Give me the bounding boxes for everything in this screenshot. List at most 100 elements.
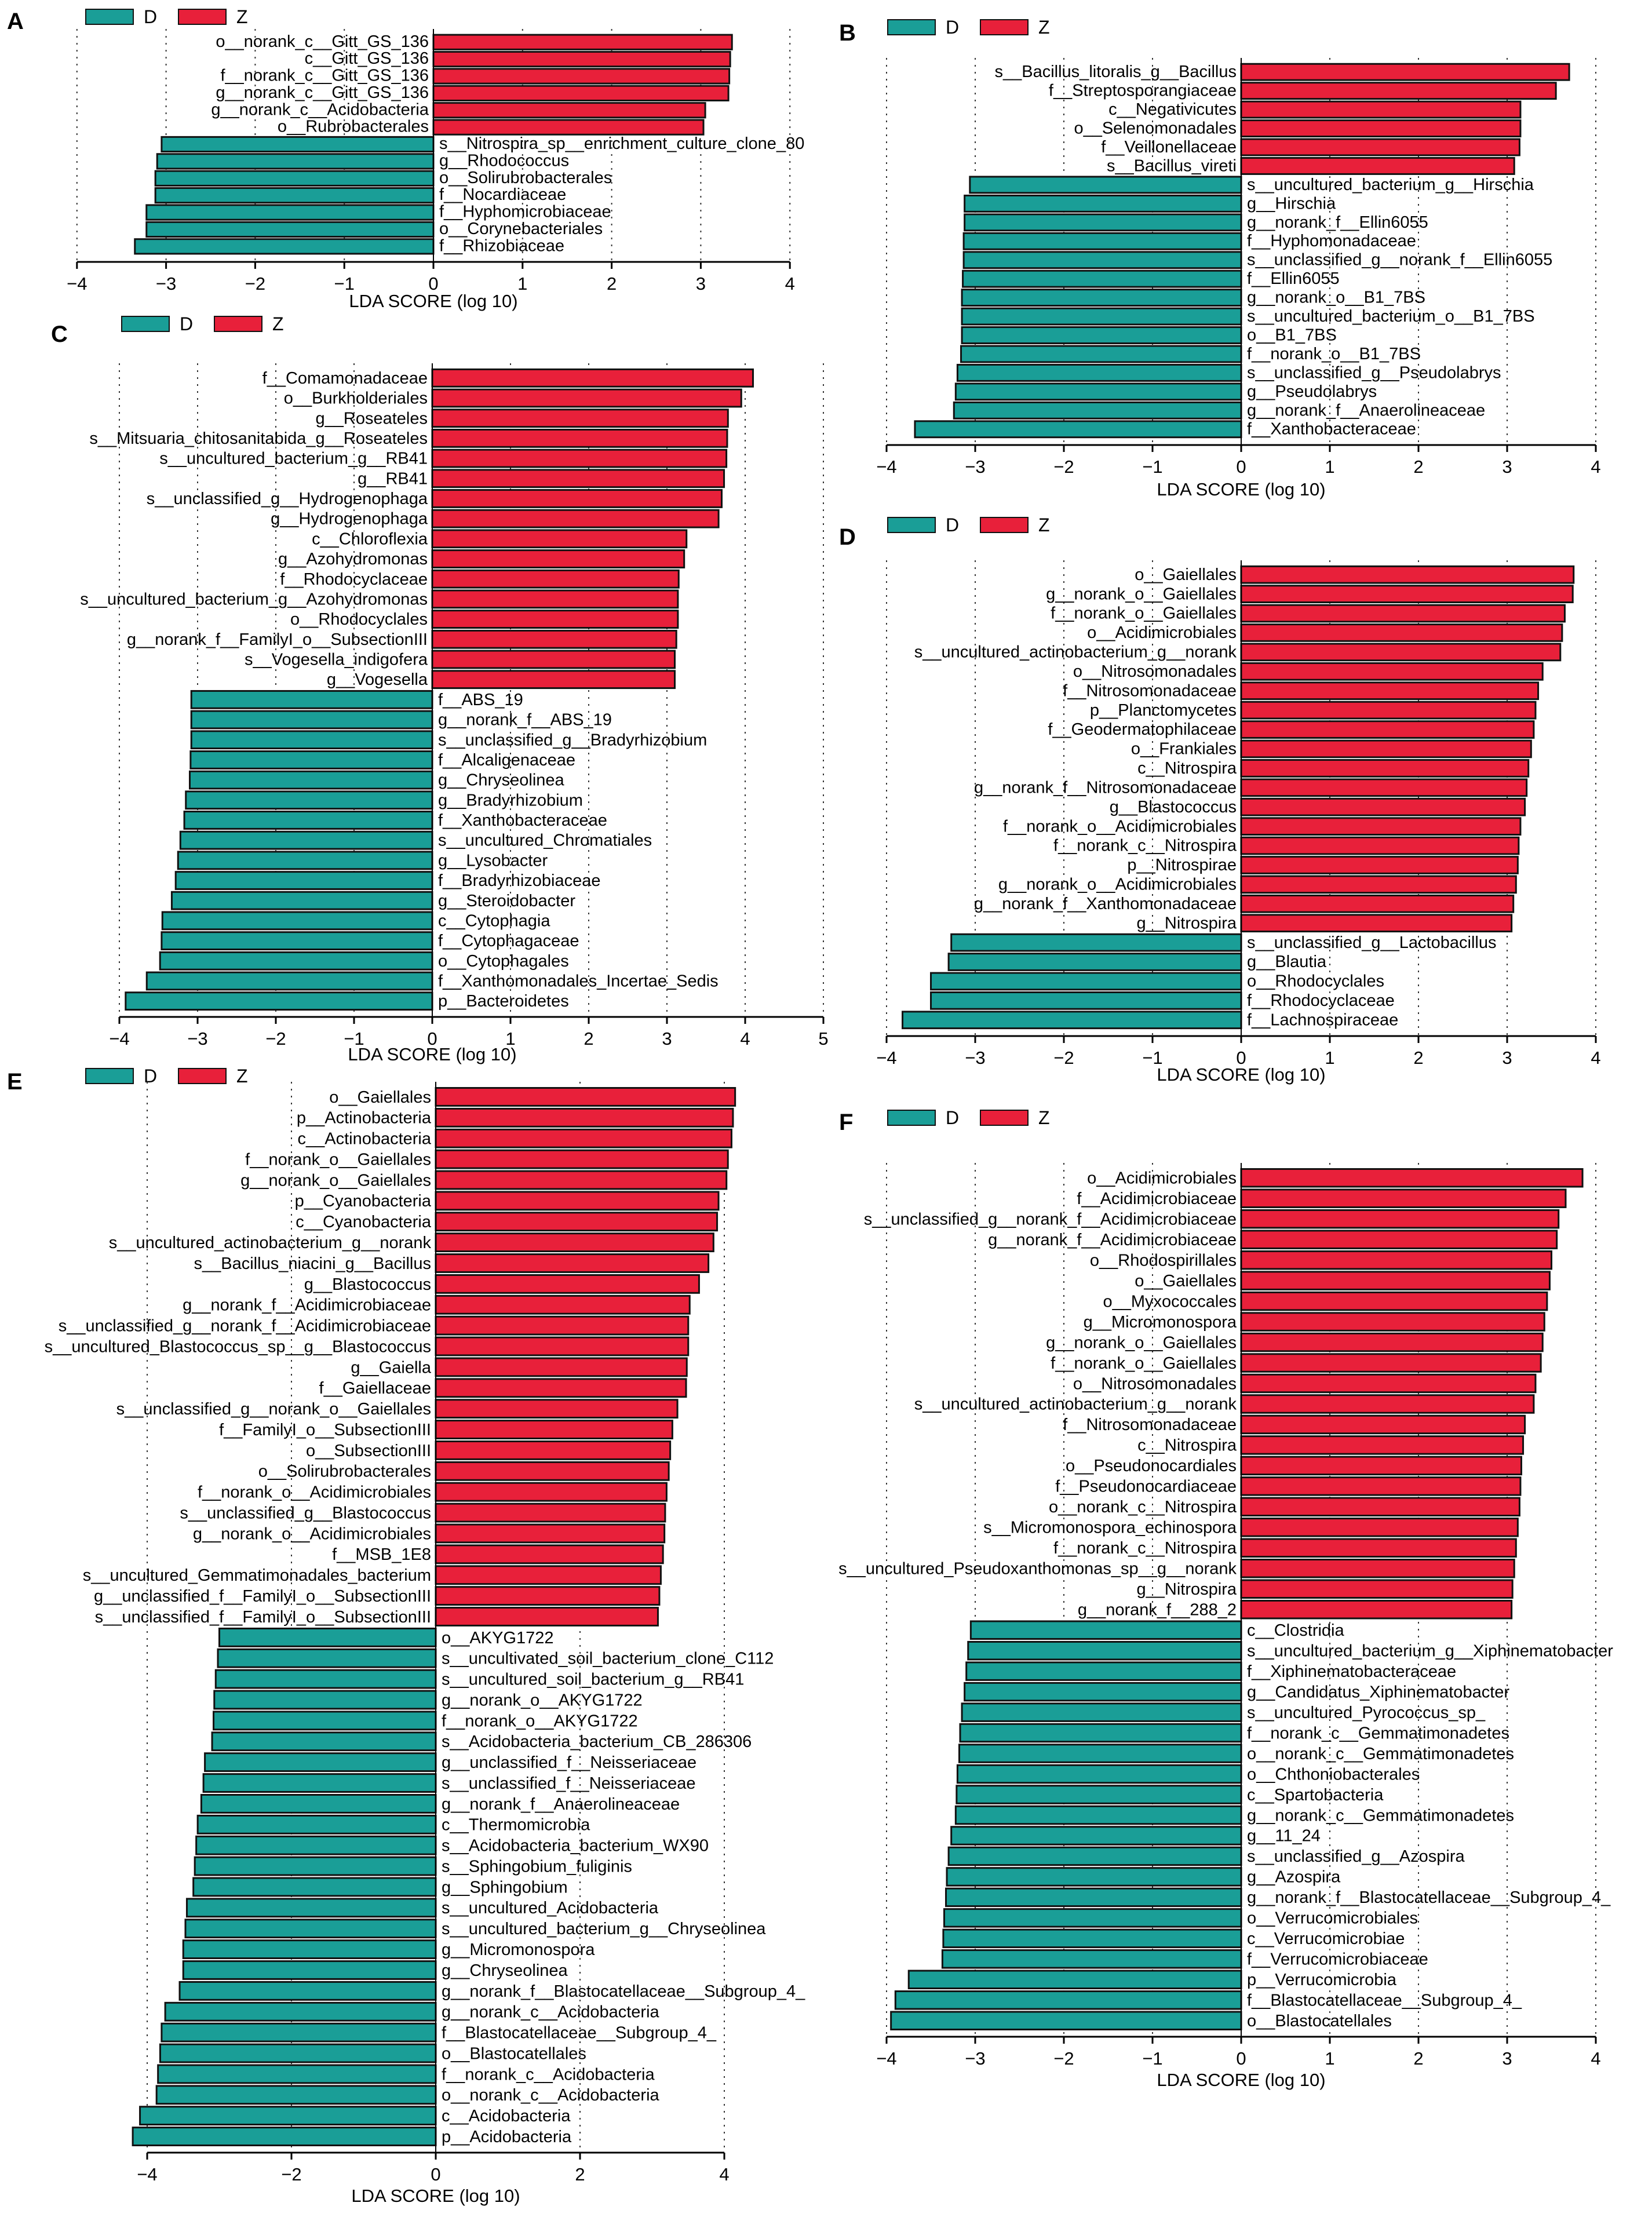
bar-d	[178, 1981, 437, 2001]
bar-d	[950, 1826, 1242, 1846]
legend-swatch-z	[178, 9, 227, 25]
bar-label: g__Vogesella	[327, 670, 428, 689]
x-axis-title: LDA SCORE (log 10)	[351, 2186, 520, 2206]
bar-label: f__norank_c__Gitt_GS_136	[220, 67, 429, 85]
bar-d	[182, 1939, 437, 1960]
x-tick-label: 4	[1591, 1048, 1600, 1068]
panel-letter: A	[7, 9, 24, 34]
bar-label: o__Acidimicrobiales	[1087, 623, 1237, 642]
bar-d	[930, 972, 1242, 991]
bar-label: s__Bacillus_litoralis_g__Bacillus	[995, 63, 1237, 81]
x-tick-label: 2	[575, 2164, 585, 2184]
bar-label: f__norank_o__Gaiellales	[245, 1150, 431, 1169]
bar-d	[967, 1640, 1242, 1661]
bar-label: f__Ellin6055	[1247, 269, 1340, 288]
bar-z	[1240, 817, 1522, 836]
bar-label: s__uncultured_Pseudoxanthomonas_sp__g__n…	[838, 1560, 1237, 1578]
bar-d	[964, 194, 1242, 213]
bar-d	[156, 153, 435, 170]
bar-label: g__Chryseolinea	[442, 1961, 568, 1980]
bar-label: g__RB41	[358, 469, 428, 488]
bar-d	[930, 991, 1242, 1010]
bar-label: o__Nitrosomonadales	[1073, 662, 1237, 681]
bar-z	[435, 1565, 662, 1585]
bar-d	[964, 1682, 1242, 1702]
x-axis: −4 −3 −2 −1 0 1 2 3 4 LDA SCORE (log 10)	[876, 1035, 1601, 1085]
bar-label: c__Cytophagia	[438, 911, 550, 930]
bar-d	[174, 871, 433, 890]
bar-label: s__unclassified_g__norank_f__Acidimicrob…	[864, 1210, 1237, 1228]
x-axis: −4 −3 −2 −1 0 1 2 3 4 LDA SCORE (log 10)	[876, 444, 1601, 499]
bar-z	[435, 1399, 679, 1419]
bar-z	[435, 1502, 666, 1523]
bar-label: g__Chryseolinea	[438, 771, 565, 790]
bar-label: f__Blastocatellaceae__Subgroup_4_	[1247, 1992, 1522, 2010]
bar-d	[954, 382, 1242, 401]
bar-label: g__Blastococcus	[1110, 798, 1237, 816]
bar-label: g__norank_o__Acidimicrobiales	[998, 876, 1237, 894]
bar-z	[1240, 1476, 1522, 1496]
bar-d	[956, 1785, 1242, 1804]
bar-z	[1240, 1373, 1537, 1394]
x-tick-label: 3	[1502, 2048, 1512, 2069]
bar-d	[161, 136, 435, 153]
bar-label: s__uncultured_bacterium_o__B1_7BS	[1247, 307, 1535, 326]
bar-d	[914, 420, 1242, 439]
x-tick-label: 4	[785, 273, 795, 294]
bar-label: g__norank_o__B1_7BS	[1247, 289, 1425, 307]
bar-label: c__Clostridia	[1247, 1621, 1344, 1640]
bar-label: f__norank_c__Nitrospira	[1053, 837, 1237, 855]
bar-d	[190, 710, 433, 730]
x-tick-label: −2	[1053, 2048, 1074, 2069]
bar-z	[1240, 720, 1535, 739]
bar-label: g__norank_o__Gaiellales	[240, 1171, 431, 1190]
bar-label: f__Alcaligenaceae	[438, 751, 575, 769]
legend-swatch-d	[85, 1068, 134, 1084]
bar-label: g__norank_f__Blastocatellaceae__Subgroup…	[442, 1982, 805, 2001]
bar-z	[435, 1149, 729, 1169]
bar-label: s__Nitrospira_sp__enrichment_culture_clo…	[439, 134, 804, 153]
x-tick-label: 1	[1325, 1048, 1334, 1068]
bar-label: p__Acidobacteria	[442, 2128, 572, 2146]
bar-z	[431, 428, 728, 448]
legend-label-z: Z	[236, 6, 248, 27]
bar-z	[1240, 643, 1562, 662]
bar-d	[964, 213, 1242, 232]
x-tick-label: −1	[1142, 1048, 1162, 1068]
bar-z	[1240, 1414, 1526, 1435]
bar-label: s__uncultured_bacterium_g__Hirschia	[1247, 176, 1534, 194]
bar-label: p__Actinobacteria	[297, 1109, 432, 1128]
x-tick-label: −2	[1053, 457, 1074, 477]
bar-label: o__Blastocatellales	[442, 2044, 586, 2063]
legend-label-z: Z	[1038, 1107, 1050, 1128]
bar-label: f__norank_c__Acidobacteria	[442, 2065, 655, 2084]
bar-label: s__uncultivated_soil_bacterium_clone_C11…	[442, 1650, 774, 1668]
x-tick-label: 4	[1591, 2048, 1600, 2069]
bar-z	[1240, 1538, 1517, 1558]
bar-d	[184, 1919, 437, 1939]
bar-z	[431, 489, 723, 508]
x-tick-label: 2	[1413, 2048, 1423, 2069]
bar-label: s__unclassified_g__Bradyrhizobium	[438, 731, 707, 749]
panel-d: D D Zo__Gaiellalesg__norank_o__Gaiellalesf…	[839, 515, 1601, 1085]
bar-z	[435, 1461, 670, 1481]
bar-z	[435, 1212, 719, 1232]
x-tick-label: 0	[428, 273, 438, 294]
bar-label: f__Acidimicrobiaceae	[1077, 1190, 1237, 1208]
bar-label: o__norank_c__Gemmatimonadetes	[1247, 1745, 1514, 1763]
bar-label: f__Rhodocyclaceae	[1247, 991, 1395, 1010]
bar-z	[431, 448, 728, 468]
bar-label: g__norank_c__Gemmatimonadetes	[1247, 1806, 1514, 1825]
panel-f: F D Zo__Acidimicrobialesf__Acidimicrobiace…	[838, 1107, 1613, 2090]
bar-z	[1240, 1188, 1567, 1208]
bar-z	[435, 1107, 734, 1128]
bar-label: p__Cyanobacteria	[295, 1192, 432, 1210]
bar-label: s__unclassified_f__Neisseriaceae	[442, 1774, 695, 1793]
bar-label: g__norank_f__FamilyI_o__SubsectionIII	[127, 630, 428, 649]
bar-label: f__Xanthomonadales_Incertae_Sedis	[438, 972, 719, 991]
bar-label: g__norank_f__Xanthomonadaceae	[974, 895, 1237, 913]
bar-d	[953, 401, 1242, 420]
bar-label: f__Hyphomicrobiaceae	[439, 203, 611, 221]
